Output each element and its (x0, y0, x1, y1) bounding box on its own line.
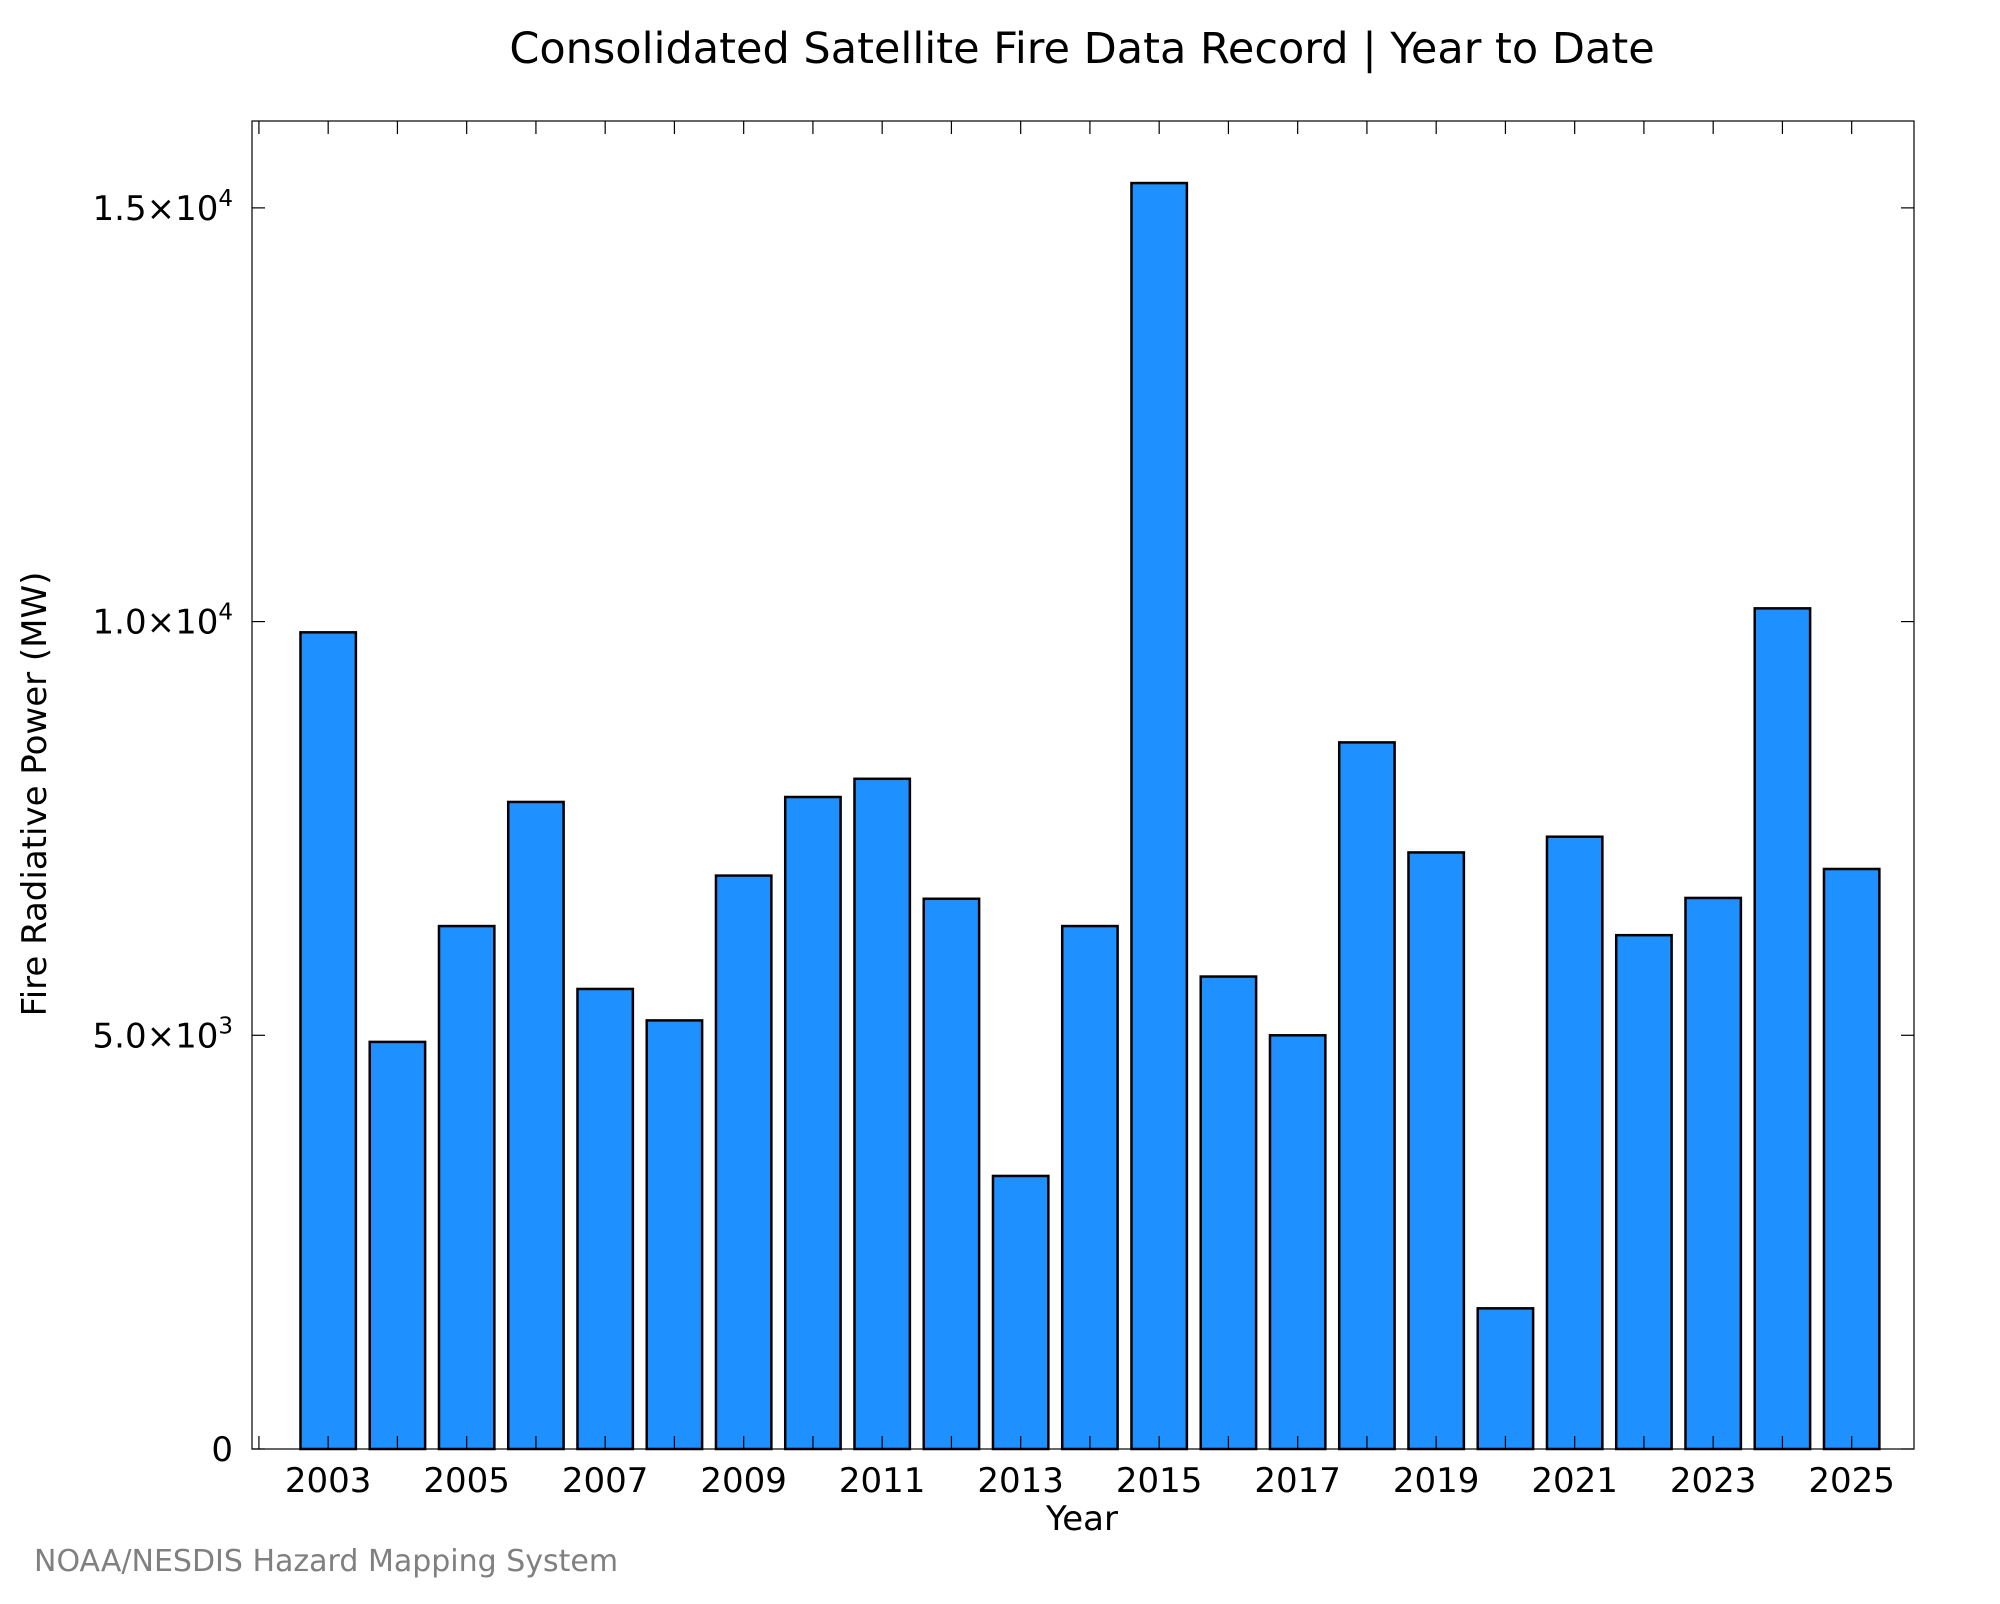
bar-2019 (1407, 851, 1466, 1451)
y-tick-label: 0 (211, 1430, 233, 1470)
x-tick-label: 2009 (700, 1461, 787, 1501)
chart-title: Consolidated Satellite Fire Data Record … (509, 24, 1654, 74)
bar-2014 (1060, 924, 1119, 1451)
x-tick-label: 2019 (1393, 1461, 1480, 1501)
x-tick-label: 2025 (1808, 1461, 1895, 1501)
bar-2007 (576, 987, 635, 1451)
bar-2017 (1268, 1034, 1327, 1451)
bar-2006 (506, 800, 565, 1451)
bar-2021 (1545, 835, 1604, 1451)
credit-text: NOAA/NESDIS Hazard Mapping System (34, 1544, 618, 1579)
x-tick-label: 2011 (839, 1461, 926, 1501)
x-tick-label: 2023 (1670, 1461, 1757, 1501)
x-axis-label: Year (1045, 1499, 1118, 1539)
bar-2020 (1476, 1307, 1535, 1451)
bar-2015 (1130, 181, 1189, 1451)
bar-2018 (1337, 741, 1396, 1451)
y-axis-label: Fire Radiative Power (MW) (15, 572, 55, 1017)
bar-2010 (783, 795, 842, 1451)
bar-2016 (1199, 975, 1258, 1451)
bars-group (299, 181, 1881, 1451)
bar-2008 (645, 1019, 704, 1451)
y-tick-label: 5.0×103 (93, 1013, 233, 1056)
x-tick-label: 2013 (977, 1461, 1064, 1501)
x-tick-label: 2017 (1254, 1461, 1341, 1501)
x-tick-label: 2003 (285, 1461, 372, 1501)
axes-group: 2003 2005 2007 2009 2011 2013 2015 2017 2019 2021… (93, 120, 1915, 1501)
plot-frame (251, 120, 1915, 1450)
bar-2013 (991, 1174, 1050, 1451)
bar-2023 (1684, 896, 1743, 1451)
bar-2005 (437, 924, 496, 1451)
bar-2011 (853, 777, 912, 1451)
y-tick-label: 1.5×104 (93, 186, 233, 229)
bar-2024 (1753, 607, 1812, 1451)
bar-2022 (1614, 933, 1673, 1451)
bar-2025 (1822, 867, 1881, 1451)
y-tick-label: 1.0×104 (93, 600, 233, 643)
x-tick-label: 2005 (423, 1461, 510, 1501)
bar-2004 (368, 1040, 427, 1451)
bar-2012 (922, 897, 981, 1451)
bar-2003 (299, 631, 358, 1451)
x-tick-label: 2007 (562, 1461, 649, 1501)
x-tick-label: 2015 (1116, 1461, 1203, 1501)
bar-2009 (714, 874, 773, 1451)
x-tick-label: 2021 (1531, 1461, 1618, 1501)
